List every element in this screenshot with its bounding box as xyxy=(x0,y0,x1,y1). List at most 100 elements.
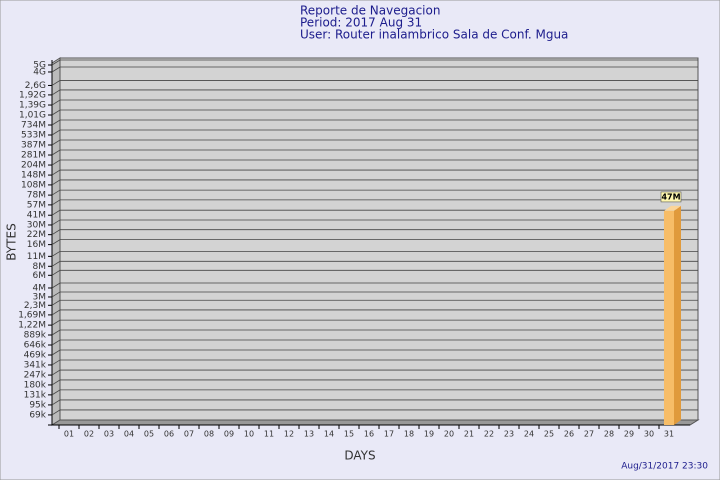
grid-line xyxy=(51,169,698,176)
grid-line xyxy=(51,66,698,73)
grid-line xyxy=(51,389,698,396)
y-tick-label: 4M xyxy=(33,283,47,293)
plot-wall xyxy=(51,57,61,426)
x-tick-label: 13 xyxy=(304,430,314,439)
y-tick-label: 3M xyxy=(33,292,47,302)
grid-line xyxy=(51,119,698,126)
y-tick-label: 734M xyxy=(21,120,46,130)
x-tick-label: 09 xyxy=(224,430,234,439)
y-tick-label: 1,92G xyxy=(19,90,46,100)
x-tick-label: 28 xyxy=(604,430,614,439)
grid-line xyxy=(51,349,698,356)
x-tick-label: 30 xyxy=(644,430,654,439)
y-tick-label: 78M xyxy=(27,191,46,201)
grid-line xyxy=(51,260,698,267)
grid-line xyxy=(51,159,698,166)
x-tick-label: 11 xyxy=(264,430,274,439)
grid-line xyxy=(51,409,698,416)
grid-line xyxy=(51,239,698,245)
x-tick-label: 27 xyxy=(584,430,594,439)
grid-line xyxy=(51,359,698,366)
x-tick-label: 23 xyxy=(504,430,514,439)
y-axis-label: BYTES xyxy=(5,223,19,260)
y-tick-label: 95k xyxy=(29,400,46,410)
plot-area xyxy=(59,57,699,421)
grid-line xyxy=(51,80,698,86)
y-tick-label: 533M xyxy=(21,131,46,141)
grid-line xyxy=(51,269,698,276)
y-tick-label: 30M xyxy=(27,220,46,230)
grid-line xyxy=(51,189,698,196)
x-tick-label: 17 xyxy=(384,430,394,439)
grid-line xyxy=(51,59,698,66)
bar-top xyxy=(664,205,681,211)
x-tick-label: 18 xyxy=(404,430,414,439)
x-tick-label: 21 xyxy=(464,430,474,439)
grid-line xyxy=(51,89,698,96)
grid-line xyxy=(51,379,698,386)
y-tick-label: 2,6G xyxy=(25,81,46,91)
y-tick-label: 108M xyxy=(21,180,46,190)
y-tick-label: 469k xyxy=(24,351,47,361)
grid-line xyxy=(51,369,698,376)
y-tick-label: 69k xyxy=(29,410,46,420)
grid-line xyxy=(51,179,698,186)
x-tick-label: 29 xyxy=(624,430,634,439)
y-tick-label: 2,3M xyxy=(24,301,46,311)
x-tick-label: 12 xyxy=(284,430,294,439)
y-tick-label: 1,39G xyxy=(19,101,46,111)
x-tick-label: 19 xyxy=(424,430,434,439)
x-axis-label: DAYS xyxy=(344,449,375,463)
grid-line xyxy=(51,209,698,216)
grid-line xyxy=(51,229,698,236)
plot-floor xyxy=(50,419,700,426)
grid-line xyxy=(51,129,698,136)
grid-line xyxy=(51,219,698,226)
grid-line xyxy=(51,250,698,257)
y-tick-label: 11M xyxy=(27,252,46,262)
grid-line xyxy=(51,399,698,406)
y-tick-label: 41M xyxy=(27,211,46,221)
grid-line xyxy=(51,329,698,336)
grid-line xyxy=(51,339,698,346)
x-tick-label: 31 xyxy=(664,430,674,439)
y-tick-label: 204M xyxy=(21,161,46,171)
grid-line xyxy=(51,99,698,106)
grid-line xyxy=(51,282,698,289)
y-tick-label: 131k xyxy=(24,390,47,400)
x-tick-label: 22 xyxy=(484,430,494,439)
grid-line xyxy=(51,199,698,206)
y-tick-label: 148M xyxy=(21,171,46,181)
y-tick-label: 646k xyxy=(24,340,47,350)
x-tick-label: 05 xyxy=(144,430,154,439)
y-tick-label: 8M xyxy=(33,262,47,272)
x-tick-label: 16 xyxy=(364,430,374,439)
x-tick-label: 25 xyxy=(544,430,554,439)
x-tick-label: 15 xyxy=(344,430,354,439)
footer-date: Aug/31/2017 23:30 xyxy=(621,462,708,472)
y-tick-label: 1,69M xyxy=(18,310,46,320)
grid-line xyxy=(51,319,698,326)
y-tick-label: 6M xyxy=(33,271,47,281)
y-tick-label: 247k xyxy=(24,371,47,381)
y-tick-label: 1,01G xyxy=(19,111,46,121)
y-tick-label: 341k xyxy=(24,360,47,370)
chart-title: Reporte de Navegacion xyxy=(300,4,440,18)
y-tick-label: 22M xyxy=(27,230,46,240)
grid-line xyxy=(51,149,698,156)
x-tick-label: 08 xyxy=(204,430,214,439)
y-tick-label: 16M xyxy=(27,240,46,250)
value-label: 47M xyxy=(661,192,680,201)
grid-line xyxy=(51,291,698,298)
x-tick-label: 03 xyxy=(104,430,114,439)
x-tick-label: 07 xyxy=(184,430,194,439)
y-tick-label: 1,22M xyxy=(18,321,46,331)
x-tick-label: 26 xyxy=(564,430,574,439)
chart-subtitle: Period: 2017 Aug 31 xyxy=(300,16,422,30)
bar xyxy=(664,210,674,425)
y-tick-label: 5G xyxy=(33,61,46,71)
x-tick-label: 24 xyxy=(524,430,534,439)
grid-line xyxy=(51,299,698,306)
x-tick-label: 10 xyxy=(244,430,254,439)
